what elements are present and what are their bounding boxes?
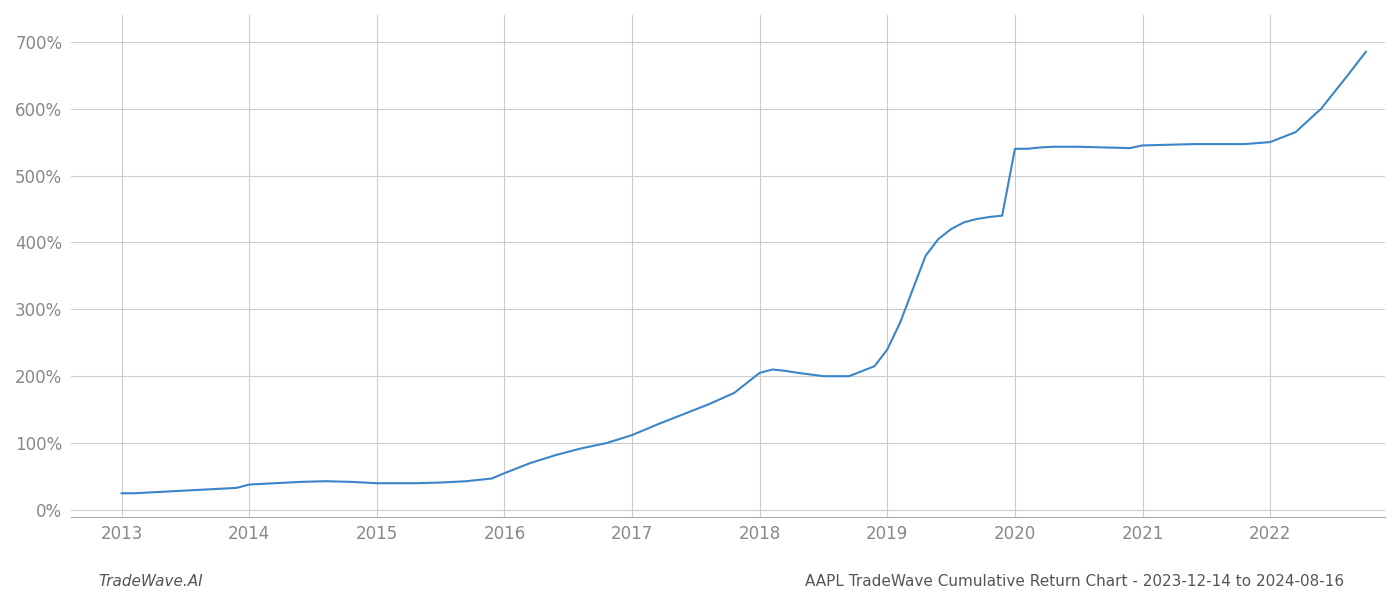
- Text: AAPL TradeWave Cumulative Return Chart - 2023-12-14 to 2024-08-16: AAPL TradeWave Cumulative Return Chart -…: [805, 574, 1344, 589]
- Text: TradeWave.AI: TradeWave.AI: [98, 574, 203, 589]
